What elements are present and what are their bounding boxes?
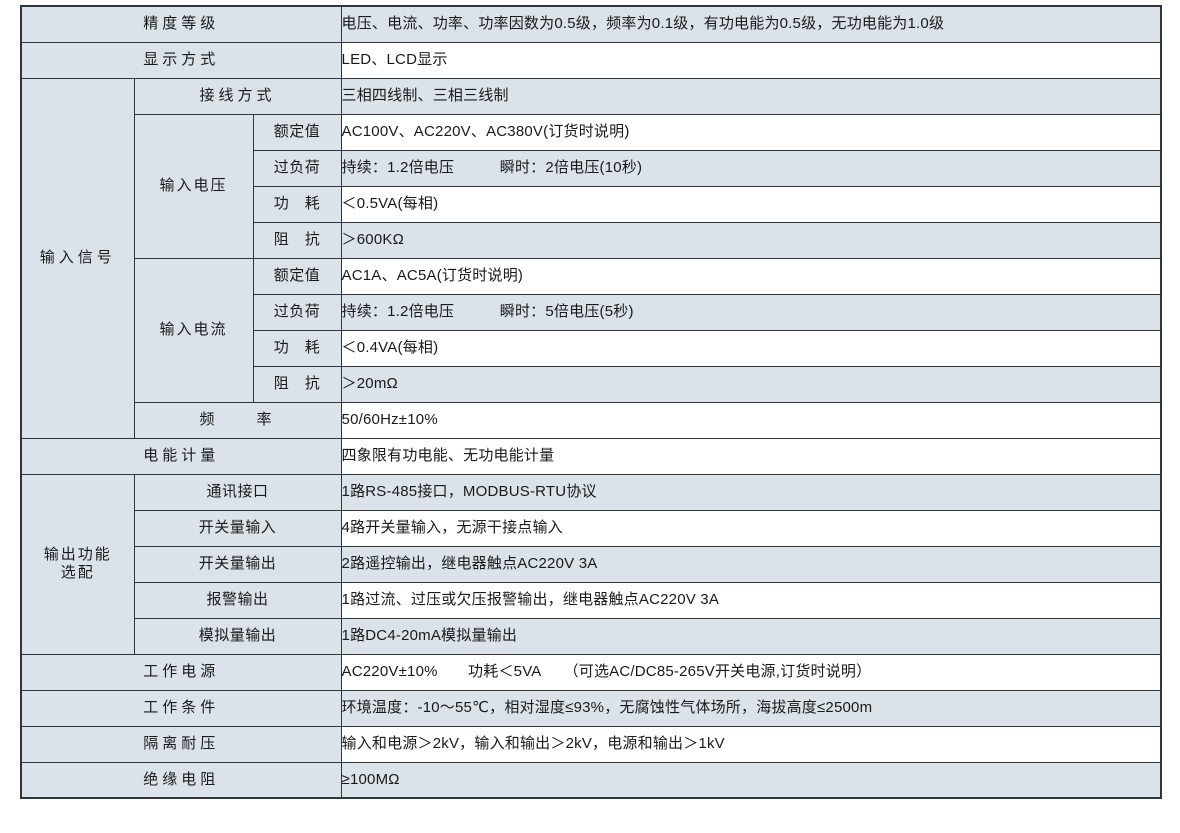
row-value-wiring-mode: 三相四线制、三相三线制: [340, 77, 1162, 115]
table-row: 输入电流 额定值 AC1A、AC5A(订货时说明): [21, 257, 1162, 403]
row-value-input-voltage-impedance: ＞600KΩ: [340, 221, 1162, 259]
row-label-insulation-resistance: 绝缘电阻: [20, 761, 342, 799]
table-row: 工作条件 环境温度：-10～55℃，相对湿度≤93%，无腐蚀性气体场所，海拔高度…: [20, 689, 1162, 727]
row-label-frequency: 频 率: [133, 401, 342, 439]
table-row: 输入电压 额定值 AC100V、AC220V、AC380V(订货时说明): [21, 113, 1162, 259]
table-row: 绝缘电阻 ≥100MΩ: [20, 761, 1162, 799]
row-label-digital-input: 开关量输入: [133, 509, 342, 547]
row-label-working-conditions: 工作条件: [20, 689, 342, 727]
row-value-input-current-rated: AC1A、AC5A(订货时说明): [340, 257, 1162, 295]
table-row: 工作电源 AC220V±10% 功耗＜5VA （可选AC/DC85-265V开关…: [20, 653, 1162, 691]
row-value-input-current-impedance: ＞20mΩ: [340, 365, 1162, 403]
row-value-accuracy-class: 电压、电流、功率、功率因数为0.5级，频率为0.1级，有功电能为0.5级，无功电…: [340, 5, 1162, 43]
row-label-input-voltage-overload: 过负荷: [252, 149, 342, 187]
table-row: 阻 抗 ＞600KΩ: [21, 221, 1162, 259]
table-row: 输入信号 接线方式 三相四线制、三相三线制: [20, 77, 1162, 439]
row-value-alarm-output: 1路过流、过压或欠压报警输出，继电器触点AC220V 3A: [340, 581, 1162, 619]
row-label-digital-output: 开关量输出: [133, 545, 342, 583]
row-value-input-voltage-overload: 持续：1.2倍电压 瞬时：2倍电压(10秒): [340, 149, 1162, 187]
row-value-display-mode: LED、LCD显示: [340, 41, 1162, 79]
row-label-wiring-mode: 接线方式: [133, 77, 342, 115]
table-row: 精度等级 电压、电流、功率、功率因数为0.5级，频率为0.1级，有功电能为0.5…: [20, 5, 1162, 43]
row-value-frequency: 50/60Hz±10%: [340, 401, 1162, 439]
table-row: 功 耗 ＜0.4VA(每相): [21, 329, 1162, 367]
group-label-output-function-line1: 输出功能: [43, 546, 112, 563]
specification-table: 精度等级 电压、电流、功率、功率因数为0.5级，频率为0.1级，有功电能为0.5…: [20, 5, 1163, 799]
row-label-working-power: 工作电源: [20, 653, 342, 691]
row-label-input-current-rated: 额定值: [252, 257, 342, 295]
row-value-working-conditions: 环境温度：-10～55℃，相对湿度≤93%，无腐蚀性气体场所，海拔高度≤2500…: [340, 689, 1162, 727]
row-label-analog-output: 模拟量输出: [133, 617, 342, 655]
subgroup-label-input-voltage: 输入电压: [133, 113, 254, 259]
row-value-working-power: AC220V±10% 功耗＜5VA （可选AC/DC85-265V开关电源,订货…: [340, 653, 1162, 691]
row-value-energy-metering: 四象限有功电能、无功电能计量: [340, 437, 1162, 475]
table-row: 模拟量输出 1路DC4-20mA模拟量输出: [21, 617, 1162, 655]
row-value-analog-output: 1路DC4-20mA模拟量输出: [340, 617, 1162, 655]
row-value-insulation-resistance: ≥100MΩ: [340, 761, 1162, 799]
subgroup-label-input-current: 输入电流: [133, 257, 254, 403]
table-row: 电能计量 四象限有功电能、无功电能计量: [20, 437, 1162, 475]
row-label-energy-metering: 电能计量: [20, 437, 342, 475]
row-label-input-voltage-rated: 额定值: [252, 113, 342, 151]
table-row: 显示方式 LED、LCD显示: [20, 41, 1162, 79]
group-label-output-function: 输出功能 选配: [20, 473, 135, 655]
table-row: 过负荷 持续：1.2倍电压 瞬时：5倍电压(5秒): [21, 293, 1162, 331]
row-value-isolation-withstand-voltage: 输入和电源＞2kV，输入和输出＞2kV，电源和输出＞1kV: [340, 725, 1162, 763]
row-value-input-current-consumption: ＜0.4VA(每相): [340, 329, 1162, 367]
row-value-digital-input: 4路开关量输入，无源干接点输入: [340, 509, 1162, 547]
specification-table-container: 精度等级 电压、电流、功率、功率因数为0.5级，频率为0.1级，有功电能为0.5…: [20, 5, 1163, 799]
row-label-display-mode: 显示方式: [20, 41, 342, 79]
row-label-comm-interface: 通讯接口: [133, 473, 342, 511]
row-value-digital-output: 2路遥控输出，继电器触点AC220V 3A: [340, 545, 1162, 583]
table-row: 报警输出 1路过流、过压或欠压报警输出，继电器触点AC220V 3A: [21, 581, 1162, 619]
table-row: 开关量输出 2路遥控输出，继电器触点AC220V 3A: [21, 545, 1162, 583]
row-label-input-current-overload: 过负荷: [252, 293, 342, 331]
table-row: 阻 抗 ＞20mΩ: [21, 365, 1162, 403]
row-value-input-voltage-consumption: ＜0.5VA(每相): [340, 185, 1162, 223]
group-label-input-signal: 输入信号: [20, 77, 135, 439]
row-label-alarm-output: 报警输出: [133, 581, 342, 619]
table-row: 输出功能 选配 通讯接口 1路RS-485接口，MODBUS-RTU协议: [20, 473, 1162, 655]
group-label-output-function-line2: 选配: [60, 564, 95, 581]
row-label-input-voltage-impedance: 阻 抗: [252, 221, 342, 259]
row-value-input-voltage-rated: AC100V、AC220V、AC380V(订货时说明): [340, 113, 1162, 151]
table-row: 频 率 50/60Hz±10%: [21, 401, 1162, 439]
row-label-input-current-impedance: 阻 抗: [252, 365, 342, 403]
table-row: 过负荷 持续：1.2倍电压 瞬时：2倍电压(10秒): [21, 149, 1162, 187]
row-label-input-voltage-consumption: 功 耗: [252, 185, 342, 223]
table-row: 隔离耐压 输入和电源＞2kV，输入和输出＞2kV，电源和输出＞1kV: [20, 725, 1162, 763]
row-value-comm-interface: 1路RS-485接口，MODBUS-RTU协议: [340, 473, 1162, 511]
table-row: 功 耗 ＜0.5VA(每相): [21, 185, 1162, 223]
table-row: 开关量输入 4路开关量输入，无源干接点输入: [21, 509, 1162, 547]
row-label-isolation-withstand-voltage: 隔离耐压: [20, 725, 342, 763]
row-label-input-current-consumption: 功 耗: [252, 329, 342, 367]
row-value-input-current-overload: 持续：1.2倍电压 瞬时：5倍电压(5秒): [340, 293, 1162, 331]
row-label-accuracy-class: 精度等级: [20, 5, 342, 43]
